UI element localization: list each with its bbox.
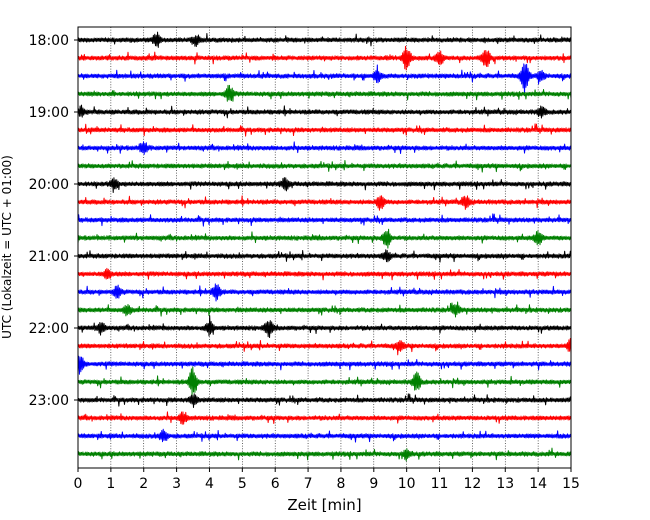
seismic-trace-21 [77,411,572,425]
seismic-trace-0 [77,31,572,48]
seismic-trace-7 [77,160,572,173]
seismic-trace-13 [77,267,572,281]
x-tick-label: 8 [336,476,345,492]
seismic-trace-14 [77,283,572,302]
trace-series [77,31,572,462]
y-axis-label: UTC (Lokalzeit = UTC + 01:00) [0,155,14,339]
y-tick-label: 18:00 [29,33,69,49]
y-tick-label: 21:00 [29,249,69,265]
plot-background [78,27,571,468]
x-tick-label: 13 [496,476,514,492]
seismic-trace-11 [77,228,572,249]
seismic-trace-17 [77,338,572,356]
seismic-trace-2 [77,63,572,96]
seismic-trace-22 [77,428,572,443]
x-tick-label: 9 [369,476,378,492]
x-tick-label: 12 [463,476,481,492]
y-tick-label: 19:00 [29,105,69,121]
x-tick-label: 10 [398,476,416,492]
seismic-trace-6 [77,141,572,155]
x-tick-label: 3 [172,476,181,492]
x-tick-label: 2 [139,476,148,492]
x-grid [110,27,539,468]
seismic-trace-8 [77,177,572,194]
seismic-trace-12 [77,249,572,263]
x-ticks: 0 1 2 3 4 5 6 7 8 9 10 11 12 13 14 15 [74,468,580,492]
x-tick-label: 11 [431,476,449,492]
x-tick-label: 1 [106,476,115,492]
x-tick-label: 0 [74,476,83,492]
x-tick-label: 5 [238,476,247,492]
seismic-trace-19 [77,366,572,396]
seismic-trace-1 [77,45,572,71]
y-tick-label: 23:00 [29,393,69,409]
x-tick-label: 14 [529,476,547,492]
y-ticks: 18:00 19:00 20:00 21:00 22:00 23:00 [29,33,78,409]
seismic-trace-16 [77,315,572,339]
seismic-trace-10 [77,213,572,227]
seismic-trace-18 [77,355,572,375]
x-tick-label: 15 [562,476,580,492]
seismic-trace-9 [77,195,572,211]
x-tick-label: 6 [271,476,280,492]
x-tick-label: 4 [205,476,214,492]
x-tick-label: 7 [304,476,313,492]
seismic-trace-23 [77,447,572,462]
seismic-trace-3 [77,84,572,102]
x-axis-label: Zeit [min] [287,496,361,514]
seismic-trace-20 [77,393,572,408]
plot-frame [77,26,572,469]
seismic-trace-4 [77,104,572,119]
seismic-trace-15 [77,301,572,318]
seismic-trace-5 [77,123,572,137]
y-tick-label: 20:00 [29,177,69,193]
y-tick-label: 22:00 [29,321,69,337]
